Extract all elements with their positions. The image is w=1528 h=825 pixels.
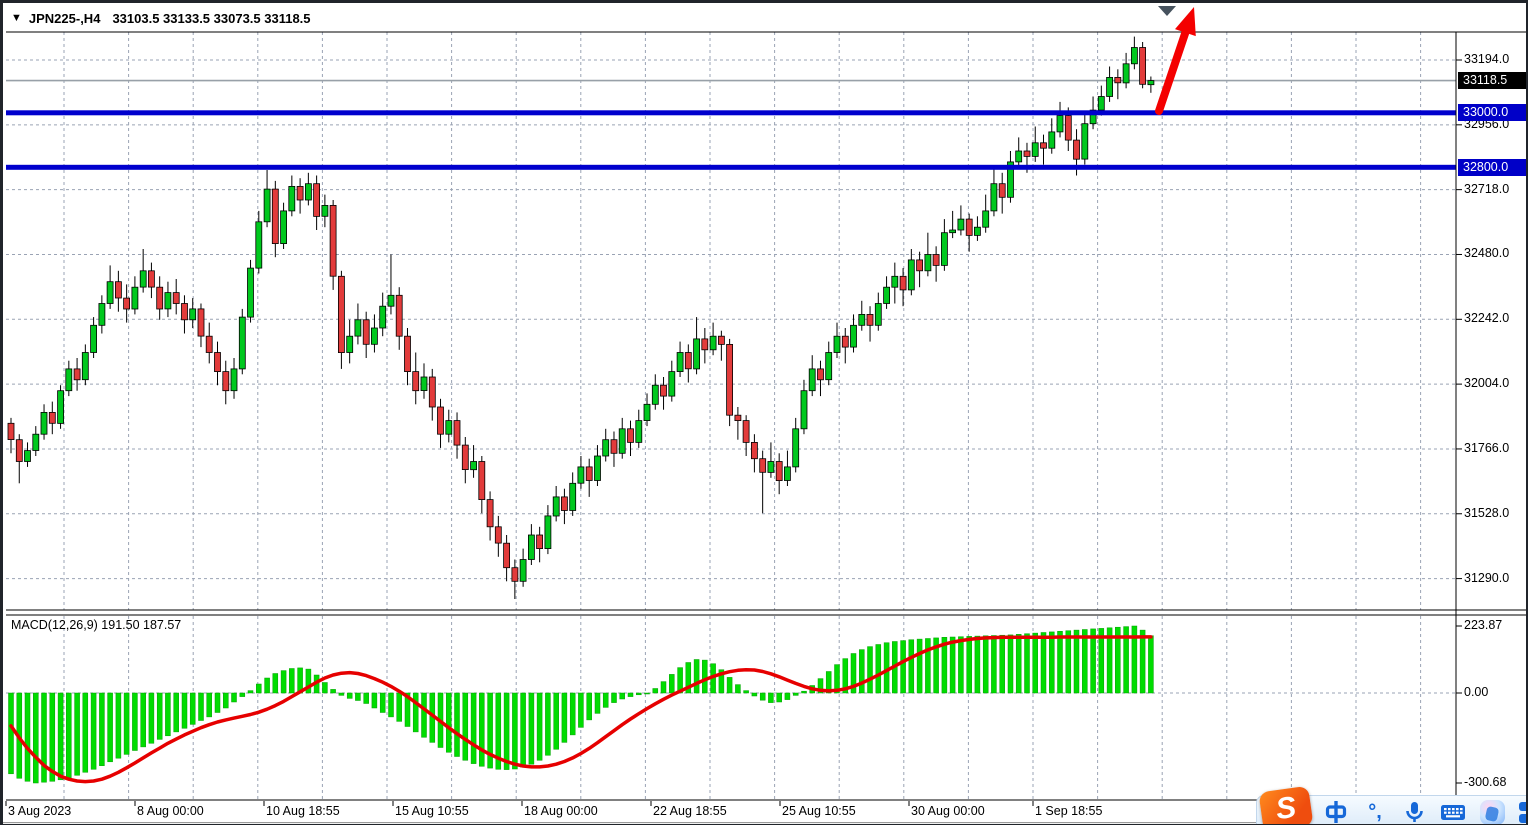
chinese-mode-icon[interactable]: [1323, 799, 1349, 824]
ohlc-values-label: 33103.5 33133.5 33073.5 33118.5: [112, 10, 311, 26]
price-axis-label: 32718.0: [1464, 181, 1510, 196]
macd-axis-label: 223.87: [1464, 617, 1503, 632]
time-axis-label: 10 Aug 18:55: [266, 804, 340, 818]
time-axis-label: 30 Aug 00:00: [911, 804, 985, 818]
price-axis-label: 31290.0: [1464, 570, 1510, 585]
macd-axis-label: 0.00: [1464, 685, 1489, 699]
sogou-letter: S: [1273, 790, 1299, 825]
price-axis-label: 32242.0: [1464, 311, 1510, 326]
price-axis-label: 31766.0: [1464, 440, 1510, 455]
level-32800-badge: 32800.0: [1458, 158, 1526, 176]
chart-title: ▼ JPN225-,H4 33103.5 33133.5 33073.5 331…: [11, 8, 311, 28]
time-axis-label: 15 Aug 10:55: [395, 804, 469, 818]
macd-signal-line: [9, 635, 1153, 784]
horizontal-level-lines[interactable]: [6, 110, 1456, 170]
toolbox-icon[interactable]: [1518, 799, 1526, 824]
price-axis-label: 31528.0: [1464, 505, 1510, 520]
panel-frames: [6, 31, 1526, 801]
level-33000-badge: 33000.0: [1458, 104, 1526, 122]
keyboard-icon[interactable]: [1440, 799, 1466, 824]
chart-canvas: [3, 3, 1526, 824]
macd-axis-label: -300.68: [1464, 774, 1507, 789]
trend-arrow[interactable]: [1155, 7, 1196, 115]
price-axis-label: 32004.0: [1464, 376, 1510, 391]
symbol-dropdown-icon[interactable]: ▼: [11, 12, 22, 24]
current-price-badge: 33118.5: [1458, 72, 1526, 90]
window-bottom-strip: [3, 822, 1526, 824]
skin-icon[interactable]: [1479, 799, 1505, 824]
horizontal-gridlines: [6, 59, 1456, 694]
time-axis-label: 22 Aug 18:55: [653, 804, 727, 818]
price-axis-label: 33194.0: [1464, 52, 1510, 66]
input-method-toolbar: S °,: [1256, 785, 1526, 824]
sogou-input-logo-icon[interactable]: S: [1258, 785, 1314, 825]
macd-indicator-label: MACD(12,26,9) 191.50 187.57: [11, 618, 182, 632]
punctuation-icon[interactable]: °,: [1362, 799, 1388, 824]
time-axis-label: 25 Aug 10:55: [782, 804, 856, 818]
time-axis-label: 18 Aug 00:00: [524, 804, 598, 818]
time-axis-label: 1 Sep 18:55: [1035, 804, 1103, 818]
macd-histogram: [8, 625, 1154, 784]
time-axis-label: 8 Aug 00:00: [137, 804, 204, 818]
axis-ticks: [5, 59, 1462, 806]
price-axis-label: 32480.0: [1464, 246, 1510, 261]
symbol-period-label: JPN225-,H4: [28, 10, 101, 26]
punctuation-glyphs: °,: [1368, 801, 1382, 823]
candles-layer: [7, 36, 1155, 599]
chart-shift-marker-icon[interactable]: [1158, 6, 1176, 16]
microphone-icon[interactable]: [1401, 799, 1427, 824]
time-axis-label: 3 Aug 2023: [8, 804, 72, 818]
